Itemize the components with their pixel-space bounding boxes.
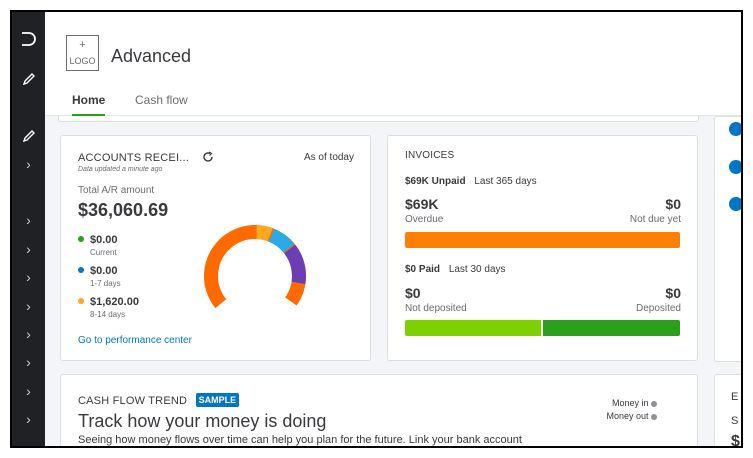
partial-circle-icon[interactable] xyxy=(729,160,741,174)
logo-label: LOGO xyxy=(69,56,96,66)
not-due-value: $0 xyxy=(665,196,681,212)
tab-cash-flow[interactable]: Cash flow xyxy=(135,93,188,107)
not-deposited-label: Not deposited xyxy=(405,303,467,314)
deposited-label: Deposited xyxy=(635,303,681,314)
refresh-icon[interactable] xyxy=(202,150,214,168)
sidebar-chevron-icon[interactable]: › xyxy=(26,212,31,228)
legend-dot-icon xyxy=(78,235,84,242)
right-partial-bottom-card: E S $ xyxy=(714,374,741,448)
tab-home[interactable]: Home xyxy=(72,93,106,117)
partial-circle-icon[interactable] xyxy=(729,122,741,136)
paid-summary: $0 Paid Last 30 days xyxy=(405,264,506,275)
not-deposited-bar[interactable] xyxy=(405,320,541,336)
invoices-card: INVOICES $69K Unpaid Last 365 days $69K … xyxy=(387,135,698,361)
money-out-dot-icon xyxy=(651,413,657,420)
legend-label: 1-7 days xyxy=(90,279,121,288)
legend-money-out: Money out xyxy=(606,410,657,423)
legend-dot-icon xyxy=(78,297,84,304)
legend-item-1-7[interactable]: $0.00 1-7 days xyxy=(78,261,121,288)
partial-small: S xyxy=(731,415,739,427)
left-sidebar: › › › › › › › › › xyxy=(12,12,45,446)
ar-title: ACCOUNTS RECEI... xyxy=(78,152,189,164)
paid-amount: $0 Paid xyxy=(405,264,441,275)
total-ar-label: Total A/R amount xyxy=(78,185,155,196)
not-deposited-value: $0 xyxy=(405,285,421,301)
edit-icon[interactable] xyxy=(12,72,45,89)
donut-segment-purple[interactable] xyxy=(195,223,317,329)
paid-period: Last 30 days xyxy=(448,264,506,275)
unpaid-amount: $69K Unpaid xyxy=(405,176,466,187)
edit-icon-2[interactable] xyxy=(12,129,45,146)
overdue-bar[interactable] xyxy=(405,232,680,248)
legend-item-8-14[interactable]: $1,620.00 8-14 days xyxy=(78,292,139,319)
cash-flow-body: Seeing how money flows over time can hel… xyxy=(78,434,522,446)
donut-segment-orange[interactable] xyxy=(195,223,317,329)
app-frame: › › › › › › › › › + LOGO Advanced Home C… xyxy=(10,10,743,448)
invoices-title: INVOICES xyxy=(405,150,455,161)
sidebar-chevron-icon[interactable]: › xyxy=(26,411,31,427)
legend-money-in: Money in xyxy=(606,397,657,410)
legend-amount: $0.00 xyxy=(90,234,118,246)
cash-flow-trend-card: CASH FLOW TREND SAMPLE Money in Money ou… xyxy=(60,374,698,446)
donut-segment-blue[interactable] xyxy=(198,223,313,329)
legend-dot-icon xyxy=(78,266,84,273)
card-strip xyxy=(58,116,699,122)
total-ar-value: $36,060.69 xyxy=(78,200,169,220)
sidebar-chevron-icon[interactable]: › xyxy=(26,383,31,399)
legend-item-current[interactable]: $0.00 Current xyxy=(78,230,118,257)
overdue-value: $69K xyxy=(405,196,439,212)
cash-flow-title: CASH FLOW TREND xyxy=(78,395,188,407)
sidebar-chevron-icon[interactable]: › xyxy=(26,156,31,172)
legend-amount: $0.00 xyxy=(90,265,118,277)
legend-amount: $1,620.00 xyxy=(90,296,139,308)
right-partial-card xyxy=(714,116,741,362)
legend-label: 8-14 days xyxy=(90,310,126,319)
legend-label: Current xyxy=(90,248,117,257)
sidebar-chevron-icon[interactable]: › xyxy=(26,269,31,285)
donut-segment-yellow[interactable] xyxy=(204,225,306,327)
collapse-menu-icon[interactable] xyxy=(12,30,45,51)
unpaid-summary: $69K Unpaid Last 365 days xyxy=(405,176,537,187)
money-in-dot-icon xyxy=(651,400,657,407)
unpaid-period: Last 365 days xyxy=(474,176,537,187)
deposited-bar[interactable] xyxy=(543,320,680,336)
ar-donut-chart[interactable] xyxy=(195,223,319,329)
partial-letter: E xyxy=(731,391,739,403)
sample-badge: SAMPLE xyxy=(195,392,240,407)
cash-flow-heading: Track how your money is doing xyxy=(78,411,327,431)
sidebar-chevron-icon[interactable]: › xyxy=(26,298,31,314)
data-updated-note: Data updated a minute ago xyxy=(78,166,163,173)
cash-flow-header: CASH FLOW TREND SAMPLE xyxy=(78,391,240,409)
company-name: Advanced xyxy=(111,46,192,66)
accounts-receivable-card: ACCOUNTS RECEI... As of today Data updat… xyxy=(60,135,371,361)
page-header: + LOGO Advanced Home Cash flow xyxy=(45,12,741,117)
sidebar-chevron-icon[interactable]: › xyxy=(26,241,31,257)
partial-circle-icon[interactable] xyxy=(729,197,741,211)
sidebar-chevron-icon[interactable]: › xyxy=(26,354,31,370)
deposited-value: $0 xyxy=(665,285,681,301)
sidebar-chevron-icon[interactable]: › xyxy=(26,326,31,342)
company-logo-placeholder[interactable]: + LOGO xyxy=(66,35,99,71)
performance-center-link[interactable]: Go to performance center xyxy=(78,335,192,346)
plus-icon: + xyxy=(79,39,86,51)
cash-flow-legend: Money in Money out xyxy=(606,397,657,423)
overdue-label: Overdue xyxy=(405,214,444,225)
as-of-date: As of today xyxy=(303,152,354,163)
not-due-label: Not due yet xyxy=(629,214,681,225)
partial-dollar: $ xyxy=(731,433,740,448)
